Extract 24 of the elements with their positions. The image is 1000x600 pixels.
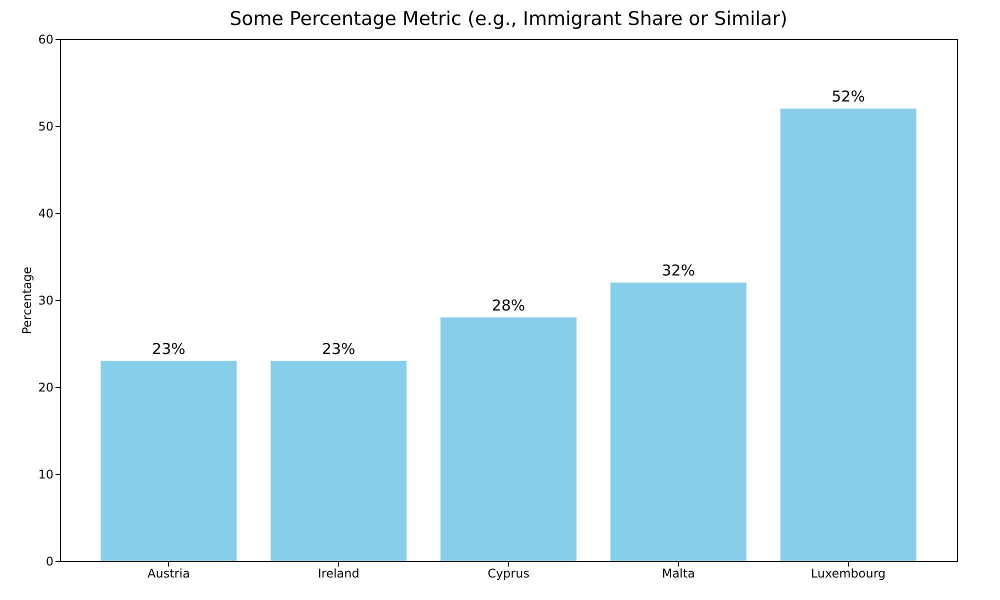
y-tick-label: 10: [38, 468, 54, 482]
y-tick-label: 0: [46, 554, 54, 568]
x-tick-label: Cyprus: [488, 566, 530, 580]
bar: [610, 282, 746, 561]
x-tick-label: Luxembourg: [810, 566, 886, 580]
y-tick-label: 50: [38, 120, 54, 134]
bar: [780, 108, 916, 561]
bar: [100, 360, 237, 561]
data-label: 23%: [152, 340, 186, 358]
x-tick-label: Austria: [148, 566, 190, 580]
data-label: 52%: [832, 88, 865, 106]
bar: [270, 360, 407, 561]
bar: [440, 317, 576, 561]
y-tick-label: 30: [38, 294, 54, 308]
y-axis-title: Percentage: [20, 266, 34, 334]
data-label: 32%: [662, 262, 696, 280]
y-tick-label: 60: [38, 32, 54, 46]
x-tick-label: Malta: [662, 566, 695, 580]
data-label: 23%: [322, 340, 356, 358]
data-label: 28%: [492, 296, 526, 314]
y-tick-label: 20: [38, 380, 54, 394]
x-tick-label: Ireland: [318, 566, 360, 580]
y-tick-label: 40: [38, 206, 54, 220]
chart-title: Some Percentage Metric (e.g., Immigrant Share or Similar): [230, 8, 788, 30]
